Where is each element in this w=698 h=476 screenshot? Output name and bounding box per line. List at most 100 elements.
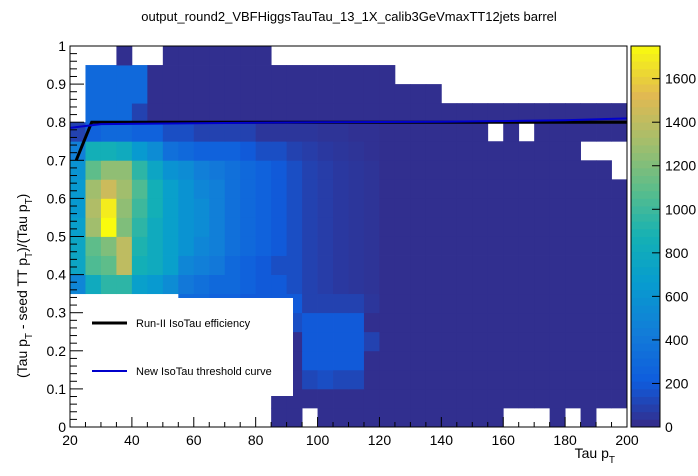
heatmap-cell [317,331,334,352]
heatmap-cell [503,236,520,256]
heatmap-cell [441,198,458,218]
heatmap-cell [410,198,427,218]
heatmap-cell [100,160,117,180]
heatmap-cell [317,312,334,333]
legend-label-run2: Run-II IsoTau efficiency [136,318,251,330]
colorbar-segment [631,327,660,336]
heatmap-cell [162,217,179,237]
heatmap-cell [410,103,427,123]
heatmap-cell [549,122,566,142]
heatmap-cell [596,122,612,142]
heatmap-cell [209,255,226,275]
heatmap-cell [410,217,427,237]
heatmap-cell [131,141,148,161]
heatmap-cell [302,160,318,180]
heatmap-cell [193,65,210,85]
heatmap-cell [333,122,349,142]
heatmap-cell [255,65,272,85]
heatmap-cell [85,217,102,237]
heatmap-cell [271,217,288,237]
heatmap-cell [456,160,473,180]
heatmap-cell [425,160,442,180]
heatmap-cell [596,369,612,390]
colorbar-segment [631,53,660,62]
heatmap-cell [580,388,597,409]
y-tick-label: 0.5 [47,229,67,245]
heatmap-cell [379,65,396,85]
heatmap-cell [518,369,535,390]
heatmap-cell [302,350,318,371]
heatmap-cell [162,46,179,66]
heatmap-cell [487,274,504,295]
heatmap-cell [147,160,164,180]
heatmap-cell [193,198,210,218]
heatmap-cell [333,198,349,218]
colorbar-segment [631,411,660,420]
heatmap-cell [286,217,303,237]
heatmap-cell [379,84,396,104]
heatmap-cell [240,103,257,123]
heatmap-cell [131,217,148,237]
heatmap-cell [224,198,241,218]
heatmap-cell [456,293,473,314]
heatmap-cell [363,84,380,104]
colorbar-tick-label: 800 [665,245,689,261]
heatmap-cell [348,179,365,199]
heatmap-cell [456,122,473,142]
heatmap-cell [394,274,411,295]
heatmap-cell [131,65,148,85]
heatmap-cell [147,84,164,104]
heatmap-cell [394,369,411,390]
new-isotau-curve [69,117,628,129]
heatmap-cell [363,141,380,161]
heatmap-cell [162,122,179,142]
heatmap-cell [503,160,520,180]
heatmap-cell [178,46,195,66]
heatmap-cell [425,274,442,295]
heatmap-cell [302,274,318,295]
colorbar-tick-label: 1000 [665,201,696,217]
heatmap-cell [255,179,272,199]
heatmap-cell [240,255,257,275]
heatmap-cell [394,388,411,409]
heatmap-cell [363,274,380,295]
heatmap-cell [596,236,612,256]
heatmap-cell [255,217,272,237]
heatmap-cell [425,350,442,371]
heatmap-cell [534,293,551,314]
heatmap-cell [116,179,133,199]
heatmap-cell [425,255,442,275]
x-tick-label: 100 [306,432,330,448]
heatmap-cell [100,198,117,218]
heatmap-cell [271,122,288,142]
heatmap-cell [596,350,612,371]
heatmap-cell [100,65,117,85]
heatmap-cell [534,331,551,352]
heatmap-cell [100,217,117,237]
heatmap-cell [441,179,458,199]
heatmap-cell [147,274,164,295]
colorbar-tick-label: 200 [665,375,689,391]
heatmap-cell [240,122,257,142]
heatmap-cell [549,141,566,161]
heatmap-cell [224,217,241,237]
heatmap-cell [178,103,195,123]
heatmap-cell [286,141,303,161]
x-tick-label: 200 [615,432,639,448]
x-tick-label: 160 [492,432,516,448]
heatmap-cell [271,103,288,123]
heatmap-cell [100,103,117,123]
heatmap-cell [178,160,195,180]
y-axis: 0 0.1 0.2 0.3 0.4 0.5 0.6 0.7 0.8 0.9 1 [47,38,84,435]
heatmap-cell [394,217,411,237]
heatmap-cell [394,122,411,142]
heatmap-cell [379,198,396,218]
heatmap-cell [503,179,520,199]
heatmap-cell [565,217,581,237]
heatmap-cell [100,179,117,199]
heatmap-cell [580,331,597,352]
heatmap-cell [317,122,334,142]
heatmap-cell [410,160,427,180]
heatmap-cell [472,369,489,390]
heatmap-cell [240,46,257,66]
